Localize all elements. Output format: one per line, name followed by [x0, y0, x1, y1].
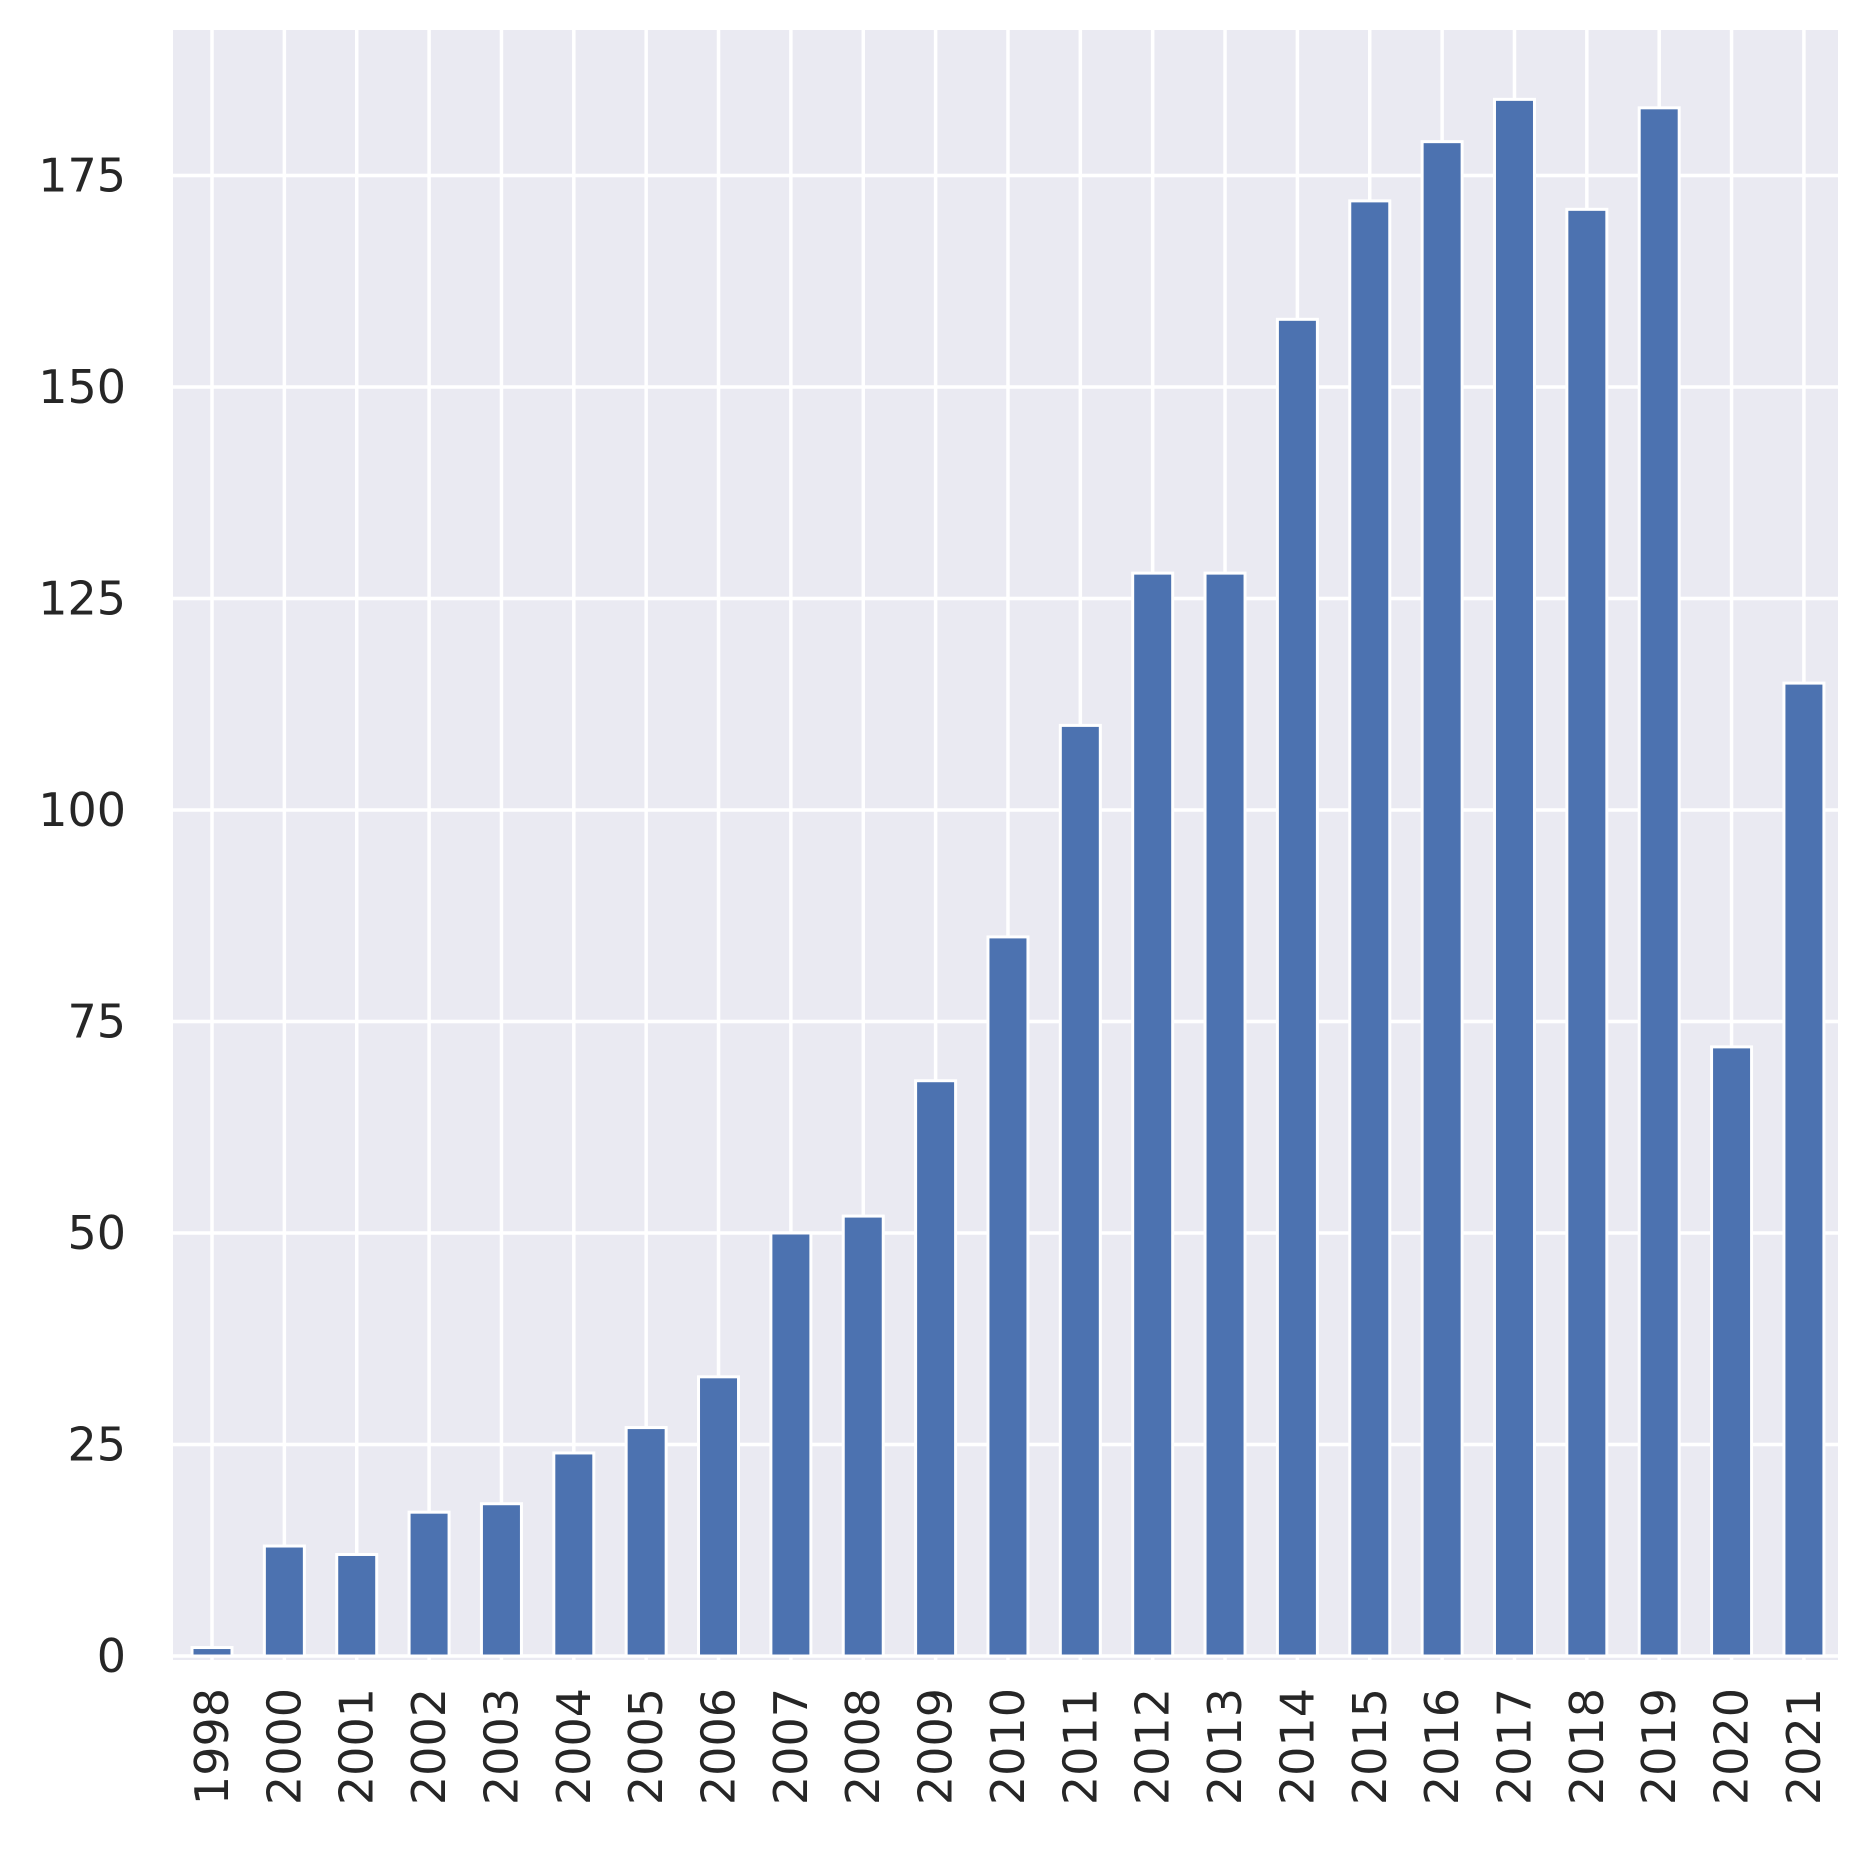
- bar-2013: [1203, 571, 1247, 1658]
- bar-2001: [335, 1552, 379, 1658]
- bar-2021: [1782, 681, 1826, 1658]
- x-tick-label: 2006: [692, 1688, 746, 1805]
- bar-2011: [1058, 723, 1102, 1658]
- x-tick-label: 2016: [1415, 1688, 1469, 1805]
- bar-2015: [1348, 199, 1392, 1658]
- bar-2019: [1637, 106, 1681, 1658]
- bar-2016: [1420, 140, 1464, 1658]
- x-tick-label: 2011: [1053, 1688, 1107, 1805]
- bar-2018: [1565, 207, 1609, 1658]
- y-tick-label: 0: [97, 1629, 126, 1683]
- bar-1998: [190, 1646, 234, 1658]
- bar-2000: [262, 1544, 306, 1658]
- x-tick-label: 2017: [1487, 1688, 1541, 1805]
- x-tick-label: 2002: [402, 1688, 456, 1805]
- bar-2010: [986, 935, 1030, 1658]
- bar-2002: [407, 1510, 451, 1658]
- y-axis-tick-labels: 0 25 50 75 100 125 150 175: [38, 149, 126, 1684]
- x-tick-label: 2001: [330, 1688, 384, 1805]
- bar-2004: [552, 1451, 596, 1658]
- x-tick-label: 2007: [764, 1688, 818, 1805]
- x-tick-label: 2015: [1343, 1688, 1397, 1805]
- x-tick-label: 2020: [1705, 1688, 1759, 1805]
- x-tick-label: 2000: [257, 1688, 311, 1805]
- x-tick-label: 2010: [981, 1688, 1035, 1805]
- x-tick-label: 2014: [1270, 1688, 1324, 1805]
- x-tick-label: 2012: [1126, 1688, 1180, 1805]
- bar-2017: [1492, 97, 1536, 1658]
- bar-series: [190, 97, 1826, 1658]
- y-tick-label: 75: [67, 995, 126, 1049]
- bar-2006: [697, 1375, 741, 1658]
- x-tick-label: 2018: [1560, 1688, 1614, 1805]
- x-tick-label: 2005: [619, 1688, 673, 1805]
- bar-2003: [479, 1502, 523, 1658]
- x-tick-label: 2009: [909, 1688, 963, 1805]
- x-tick-label: 1998: [185, 1688, 239, 1805]
- y-tick-label: 25: [67, 1418, 126, 1472]
- bar-2005: [624, 1426, 668, 1658]
- bar-2008: [841, 1214, 885, 1658]
- x-tick-label: 2003: [474, 1688, 528, 1805]
- bar-2012: [1131, 571, 1175, 1658]
- y-tick-label: 125: [38, 572, 126, 626]
- x-tick-label: 2021: [1777, 1688, 1831, 1805]
- x-axis-tick-labels: 1998 2000 2001 2002 2003 2004 2005 2006 2007 2008…: [185, 1688, 1831, 1805]
- y-tick-label: 100: [38, 783, 126, 837]
- x-tick-label: 2019: [1632, 1688, 1686, 1805]
- bar-2014: [1275, 317, 1319, 1658]
- x-tick-label: 2008: [836, 1688, 890, 1805]
- x-tick-label: 2004: [547, 1688, 601, 1805]
- bar-2007: [769, 1231, 813, 1658]
- y-tick-label: 175: [38, 149, 126, 203]
- y-tick-label: 50: [67, 1206, 126, 1260]
- bar-2009: [914, 1079, 958, 1658]
- y-tick-label: 150: [38, 360, 126, 414]
- bar-2020: [1710, 1045, 1754, 1658]
- x-tick-label: 2013: [1198, 1688, 1252, 1805]
